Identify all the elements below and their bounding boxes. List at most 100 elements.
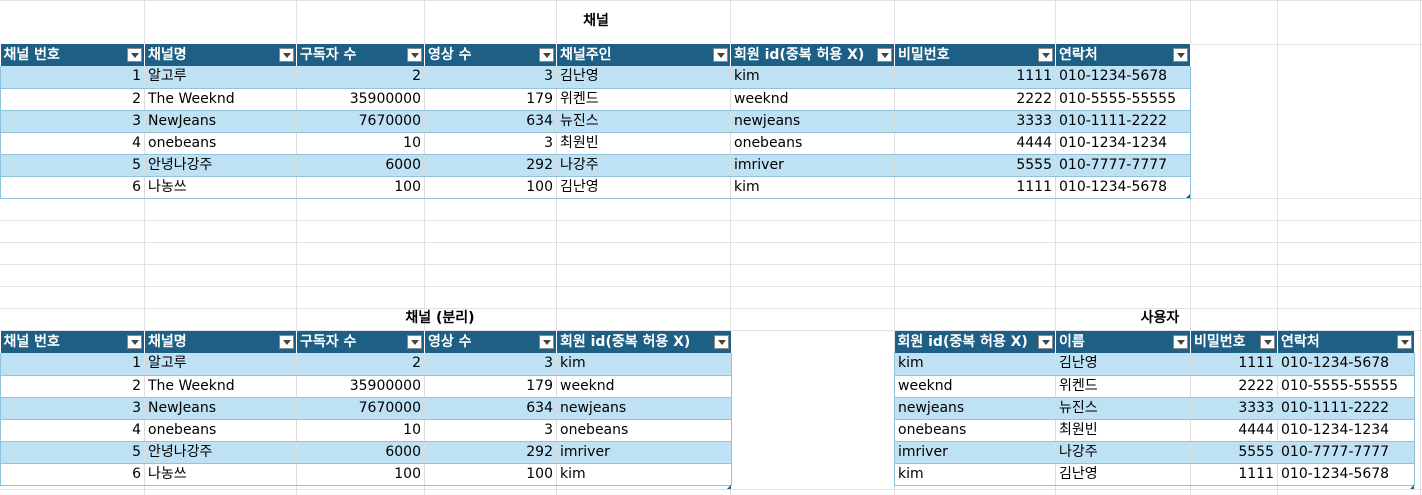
filter-dropdown-icon[interactable] bbox=[1173, 48, 1188, 62]
table-cell[interactable]: 3 bbox=[424, 66, 557, 89]
filter-dropdown-icon[interactable] bbox=[714, 335, 729, 349]
header-channel-no[interactable]: 채널 번호 bbox=[0, 44, 145, 66]
table-cell[interactable]: 최원빈 bbox=[1055, 419, 1191, 442]
table-cell[interactable]: 위켄드 bbox=[556, 88, 731, 111]
table-cell[interactable]: 알고루 bbox=[144, 66, 297, 89]
table-cell[interactable]: 634 bbox=[424, 397, 557, 420]
header-member-id[interactable]: 회원 id(중복 허용 X) bbox=[556, 331, 732, 353]
table-cell[interactable]: 2 bbox=[296, 353, 425, 376]
table-cell[interactable]: 2222 bbox=[1190, 375, 1278, 398]
table-cell[interactable]: 3333 bbox=[894, 110, 1056, 133]
table-cell[interactable]: onebeans bbox=[730, 132, 895, 155]
table-cell[interactable]: onebeans bbox=[556, 419, 732, 442]
table-cell[interactable]: 1 bbox=[0, 66, 145, 89]
table-cell[interactable]: 4444 bbox=[894, 132, 1056, 155]
table-cell[interactable]: 7670000 bbox=[296, 110, 425, 133]
table-cell[interactable]: 4 bbox=[0, 132, 145, 155]
table-cell[interactable]: kim bbox=[894, 463, 1056, 486]
table-cell[interactable]: 179 bbox=[424, 375, 557, 398]
table-cell[interactable]: 5555 bbox=[894, 154, 1056, 177]
table-cell[interactable]: 010-7777-7777 bbox=[1277, 441, 1415, 464]
header-channel-name[interactable]: 채널명 bbox=[144, 44, 297, 66]
table-cell[interactable]: 010-1111-2222 bbox=[1277, 397, 1415, 420]
table-cell[interactable]: The Weeknd bbox=[144, 88, 297, 111]
table-cell[interactable]: 100 bbox=[296, 176, 425, 199]
table-cell[interactable]: 뉴진스 bbox=[556, 110, 731, 133]
table-cell[interactable]: weeknd bbox=[730, 88, 895, 111]
filter-dropdown-icon[interactable] bbox=[1038, 48, 1053, 62]
table-cell[interactable]: kim bbox=[556, 463, 732, 486]
filter-dropdown-icon[interactable] bbox=[1397, 335, 1412, 349]
filter-dropdown-icon[interactable] bbox=[407, 48, 422, 62]
table-cell[interactable]: 010-7777-7777 bbox=[1055, 154, 1191, 177]
table-cell[interactable]: 2 bbox=[296, 66, 425, 89]
table-cell[interactable]: 100 bbox=[296, 463, 425, 486]
filter-dropdown-icon[interactable] bbox=[127, 48, 142, 62]
table-cell[interactable]: 6000 bbox=[296, 154, 425, 177]
header-name[interactable]: 이름 bbox=[1055, 331, 1191, 353]
table-cell[interactable]: 292 bbox=[424, 154, 557, 177]
header-videos[interactable]: 영상 수 bbox=[424, 331, 557, 353]
table-cell[interactable]: 김난영 bbox=[556, 176, 731, 199]
table-cell[interactable]: 100 bbox=[424, 176, 557, 199]
table-cell[interactable]: 안녕나강주 bbox=[144, 441, 297, 464]
table-cell[interactable]: 010-1234-5678 bbox=[1055, 176, 1191, 199]
table-cell[interactable]: 10 bbox=[296, 132, 425, 155]
table-cell[interactable]: 010-5555-55555 bbox=[1055, 88, 1191, 111]
table-cell[interactable]: 010-1234-1234 bbox=[1277, 419, 1415, 442]
table-cell[interactable]: 010-1234-5678 bbox=[1277, 463, 1415, 486]
table-cell[interactable]: 1111 bbox=[1190, 463, 1278, 486]
filter-dropdown-icon[interactable] bbox=[539, 335, 554, 349]
table-cell[interactable]: 2 bbox=[0, 88, 145, 111]
header-password[interactable]: 비밀번호 bbox=[894, 44, 1056, 66]
table-cell[interactable]: kim bbox=[730, 176, 895, 199]
table-cell[interactable]: 10 bbox=[296, 419, 425, 442]
table-cell[interactable]: 최원빈 bbox=[556, 132, 731, 155]
table-cell[interactable]: 1111 bbox=[1190, 353, 1278, 376]
filter-dropdown-icon[interactable] bbox=[713, 48, 728, 62]
table-cell[interactable]: 나강주 bbox=[556, 154, 731, 177]
table-cell[interactable]: 뉴진스 bbox=[1055, 397, 1191, 420]
header-subscribers[interactable]: 구독자 수 bbox=[296, 44, 425, 66]
filter-dropdown-icon[interactable] bbox=[539, 48, 554, 62]
table-cell[interactable]: onebeans bbox=[144, 419, 297, 442]
table-resize-handle-icon[interactable] bbox=[1186, 194, 1190, 198]
table-cell[interactable]: 1111 bbox=[894, 66, 1056, 89]
table-cell[interactable]: 35900000 bbox=[296, 375, 425, 398]
table-cell[interactable]: The Weeknd bbox=[144, 375, 297, 398]
table-cell[interactable]: 나강주 bbox=[1055, 441, 1191, 464]
table-cell[interactable]: 179 bbox=[424, 88, 557, 111]
table-cell[interactable]: 010-1234-5678 bbox=[1055, 66, 1191, 89]
table-cell[interactable]: 4444 bbox=[1190, 419, 1278, 442]
table-cell[interactable]: 안녕나강주 bbox=[144, 154, 297, 177]
table-cell[interactable]: imriver bbox=[556, 441, 732, 464]
table-cell[interactable]: 김난영 bbox=[556, 66, 731, 89]
table-cell[interactable]: newjeans bbox=[894, 397, 1056, 420]
table-cell[interactable]: 5 bbox=[0, 441, 145, 464]
header-member-id[interactable]: 회원 id(중복 허용 X) bbox=[730, 44, 895, 66]
table-cell[interactable]: 6 bbox=[0, 463, 145, 486]
table-cell[interactable]: onebeans bbox=[894, 419, 1056, 442]
header-videos[interactable]: 영상 수 bbox=[424, 44, 557, 66]
table-cell[interactable]: 2222 bbox=[894, 88, 1056, 111]
table-cell[interactable]: 35900000 bbox=[296, 88, 425, 111]
table-cell[interactable]: 010-5555-55555 bbox=[1277, 375, 1415, 398]
table-cell[interactable]: imriver bbox=[730, 154, 895, 177]
table-cell[interactable]: 5555 bbox=[1190, 441, 1278, 464]
table-cell[interactable]: 6 bbox=[0, 176, 145, 199]
header-contact[interactable]: 연락처 bbox=[1277, 331, 1415, 353]
header-contact[interactable]: 연락처 bbox=[1055, 44, 1191, 66]
filter-dropdown-icon[interactable] bbox=[1038, 335, 1053, 349]
filter-dropdown-icon[interactable] bbox=[279, 48, 294, 62]
table-cell[interactable]: 2 bbox=[0, 375, 145, 398]
table-cell[interactable]: 4 bbox=[0, 419, 145, 442]
table-cell[interactable]: 100 bbox=[424, 463, 557, 486]
header-member-id[interactable]: 회원 id(중복 허용 X) bbox=[894, 331, 1056, 353]
table-cell[interactable]: 3333 bbox=[1190, 397, 1278, 420]
table-cell[interactable]: 1111 bbox=[894, 176, 1056, 199]
table-cell[interactable]: imriver bbox=[894, 441, 1056, 464]
table-resize-handle-icon[interactable] bbox=[727, 485, 731, 489]
filter-dropdown-icon[interactable] bbox=[877, 48, 892, 62]
filter-dropdown-icon[interactable] bbox=[1173, 335, 1188, 349]
table-cell[interactable]: 3 bbox=[424, 132, 557, 155]
